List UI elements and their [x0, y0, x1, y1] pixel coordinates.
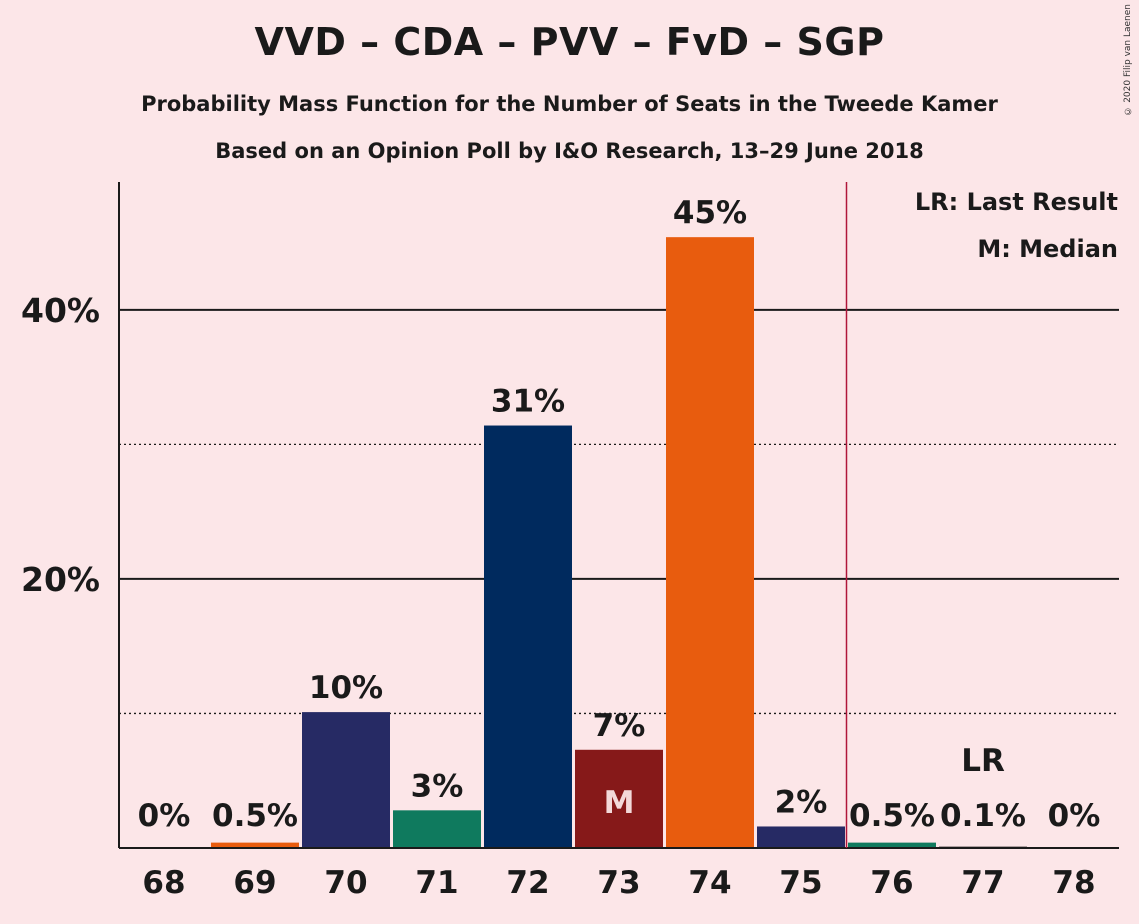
value-label: 0%: [138, 798, 191, 834]
x-tick-label: 69: [233, 865, 276, 901]
bar-73: [575, 749, 663, 848]
bar-71: [393, 810, 481, 848]
bar-76: [848, 842, 936, 848]
value-label: 10%: [309, 670, 383, 706]
legend-last-result: LR: Last Result: [915, 188, 1118, 216]
chart-subtitle: Probability Mass Function for the Number…: [141, 92, 998, 116]
x-tick-label: 71: [415, 865, 458, 901]
x-tick-label: 76: [870, 865, 913, 901]
value-label: 7%: [593, 708, 646, 744]
bar-69: [211, 842, 299, 848]
legend-median: M: Median: [977, 235, 1118, 263]
x-tick-label: 73: [597, 865, 640, 901]
y-tick-label: 20%: [21, 560, 100, 599]
bar-75: [757, 826, 845, 848]
value-label: 3%: [411, 768, 464, 804]
value-label: 31%: [491, 384, 565, 420]
last-result-marker: LR: [961, 743, 1005, 779]
value-label: 0.1%: [940, 798, 1026, 834]
bar-72: [484, 425, 572, 848]
x-tick-label: 75: [779, 865, 822, 901]
bar-74: [666, 237, 754, 848]
poll-source: Based on an Opinion Poll by I&O Research…: [215, 139, 924, 163]
x-tick-label: 72: [506, 865, 549, 901]
legend-background: [925, 182, 1121, 272]
value-label: 0.5%: [849, 798, 935, 834]
x-tick-label: 70: [324, 865, 367, 901]
median-marker: M: [604, 785, 635, 821]
x-tick-label: 74: [688, 865, 731, 901]
y-tick-label: 40%: [21, 291, 100, 330]
value-label: 2%: [775, 784, 828, 820]
value-label: 0.5%: [212, 798, 298, 834]
bar-70: [302, 712, 390, 848]
chart-title: VVD – CDA – PVV – FvD – SGP: [254, 20, 885, 64]
value-label: 0%: [1048, 798, 1101, 834]
x-tick-label: 77: [961, 865, 1004, 901]
x-tick-label: 78: [1052, 865, 1095, 901]
x-tick-label: 68: [142, 865, 185, 901]
value-label: 45%: [673, 195, 747, 231]
